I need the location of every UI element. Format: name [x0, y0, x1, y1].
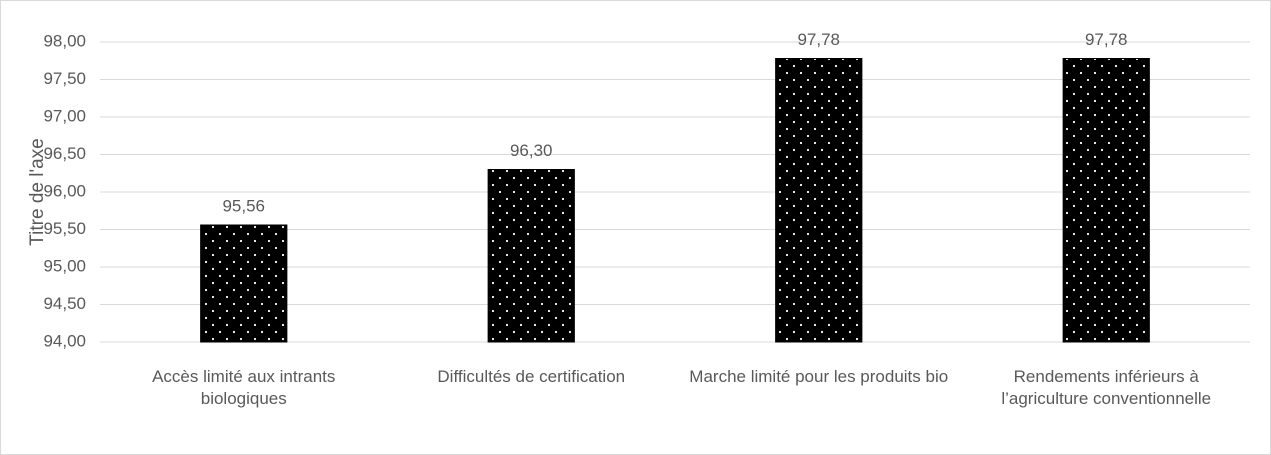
value-label: 95,56 [222, 196, 265, 215]
x-tick-label: Rendements inférieurs à l’agriculture co… [1001, 367, 1212, 408]
x-tick-label: Difficultés de certification [437, 367, 626, 386]
bar [775, 58, 863, 343]
y-tick-label: 96,50 [43, 144, 86, 163]
bar [200, 224, 288, 343]
y-tick-label: 98,00 [43, 31, 86, 50]
y-tick-label: 96,00 [43, 181, 86, 200]
y-tick-label: 97,50 [43, 69, 86, 88]
value-label: 96,30 [510, 141, 553, 160]
y-tick-label: 95,00 [43, 256, 86, 275]
bar [487, 169, 575, 343]
y-tick-label: 97,00 [43, 106, 86, 125]
y-axis-title: Titre de l'axe [27, 138, 48, 245]
bar [1062, 58, 1150, 343]
x-tick-label: Marche limité pour les produits bio [689, 367, 949, 386]
y-tick-label: 95,50 [43, 219, 86, 238]
y-tick-label: 94,50 [43, 294, 86, 313]
value-label: 97,78 [1085, 30, 1128, 49]
y-tick-label: 94,00 [43, 331, 86, 350]
x-tick-label: Accès limité aux intrants biologiques [152, 367, 336, 408]
value-label: 97,78 [797, 30, 840, 49]
